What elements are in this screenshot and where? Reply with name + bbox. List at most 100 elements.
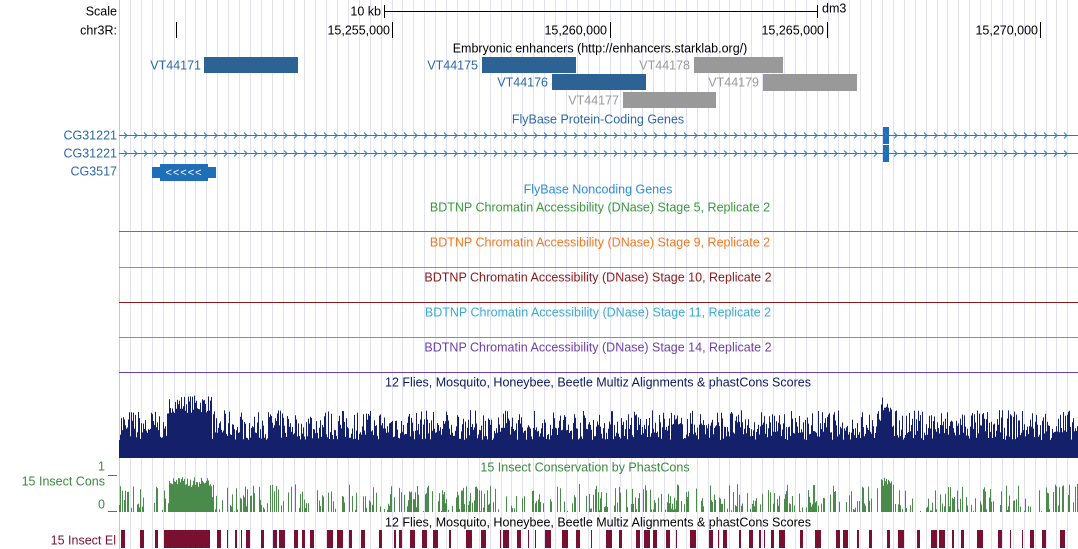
strand-chevron — [613, 150, 618, 157]
strand-chevron — [683, 150, 688, 157]
strand-chevron — [713, 150, 718, 157]
strand-chevron — [403, 132, 408, 139]
strand-chevron — [473, 132, 478, 139]
strand-chevron — [553, 150, 558, 157]
strand-chevron — [643, 150, 648, 157]
strand-chevron — [953, 132, 958, 139]
element — [709, 530, 713, 548]
element — [749, 530, 753, 548]
strand-chevron — [233, 150, 238, 157]
multiz-histogram — [119, 395, 1078, 458]
enhancer[interactable] — [482, 57, 576, 73]
enhancer-label[interactable]: VT44175 — [427, 58, 478, 72]
element — [676, 530, 677, 548]
strand-chevron — [993, 132, 998, 139]
element — [449, 530, 451, 548]
strand-chevron — [1023, 132, 1028, 139]
enhancer[interactable] — [694, 57, 783, 73]
strand-chevron — [423, 150, 428, 157]
element — [121, 530, 125, 548]
strand-chevron — [593, 150, 598, 157]
gene-label[interactable]: CG31221 — [63, 128, 117, 142]
enhancer[interactable] — [623, 92, 716, 108]
enhancer-label[interactable]: VT44177 — [568, 93, 619, 107]
enhancer-label[interactable]: VT44171 — [150, 58, 201, 72]
strand-chevron — [1013, 150, 1018, 157]
element — [606, 530, 612, 548]
strand-chevron — [883, 150, 888, 157]
scale-size: 10 kb — [350, 4, 381, 18]
strand-chevron — [573, 150, 578, 157]
strand-chevron — [903, 132, 908, 139]
enhancer[interactable] — [204, 57, 298, 73]
element — [1030, 530, 1034, 548]
strand-chevron — [343, 132, 348, 139]
strand-chevron — [793, 150, 798, 157]
track-title: BDTNP Chromatin Accessibility (DNase) St… — [424, 270, 771, 284]
strand-chevron — [773, 132, 778, 139]
strand-chevron — [463, 132, 468, 139]
strand-chevron — [543, 132, 548, 139]
strand-chevron — [133, 150, 138, 157]
enhancer[interactable] — [763, 74, 857, 91]
exon[interactable] — [883, 145, 889, 162]
strand-chevron — [483, 150, 488, 157]
element — [779, 530, 785, 548]
element — [535, 530, 536, 548]
strand-chevron — [153, 150, 158, 157]
track-label[interactable]: 15 Insect Cons — [22, 474, 105, 488]
element — [517, 530, 521, 548]
strand-chevron — [1053, 132, 1058, 139]
element — [1042, 530, 1046, 548]
element — [771, 530, 774, 548]
strand-chevron — [133, 132, 138, 139]
element — [723, 530, 727, 548]
strand-chevron — [903, 150, 908, 157]
strand-chevron — [583, 132, 588, 139]
element — [619, 530, 622, 548]
strand-chevron — [263, 150, 268, 157]
strand-chevron — [343, 150, 348, 157]
strand-chevron — [763, 132, 768, 139]
strand-chevron — [203, 150, 208, 157]
strand-chevron — [883, 132, 888, 139]
strand-chevron — [173, 132, 178, 139]
strand-chevron — [283, 150, 288, 157]
enhancer-label[interactable]: VT44179 — [708, 75, 759, 89]
exon[interactable] — [160, 164, 208, 181]
enhancer-label[interactable]: VT44178 — [639, 58, 690, 72]
strand-chevron — [743, 150, 748, 157]
element — [310, 530, 314, 548]
element — [644, 530, 650, 548]
element — [235, 530, 237, 548]
strand-chevron — [963, 132, 968, 139]
strand-chevron — [1043, 132, 1048, 139]
element — [337, 530, 343, 548]
strand-chevron — [413, 132, 418, 139]
element — [294, 530, 298, 548]
strand-chevron — [1033, 150, 1038, 157]
strand-chevron — [523, 150, 528, 157]
gene-label[interactable]: CG31221 — [63, 146, 117, 160]
strand-chevron — [333, 150, 338, 157]
strand-chevron — [553, 132, 558, 139]
strand-chevron — [683, 132, 688, 139]
strand-chevron — [233, 132, 238, 139]
strand-chevron — [953, 150, 958, 157]
enhancer[interactable] — [552, 74, 646, 90]
strand-chevron — [983, 132, 988, 139]
element — [379, 530, 382, 548]
strand-chevron — [873, 132, 878, 139]
strand-chevron — [853, 150, 858, 157]
enhancer-label[interactable]: VT44176 — [497, 75, 548, 89]
gene-label[interactable]: CG3517 — [70, 164, 117, 178]
strand-chevron — [863, 132, 868, 139]
element — [327, 530, 333, 548]
strand-chevron — [1063, 150, 1068, 157]
exon[interactable] — [883, 127, 889, 144]
strand-chevron — [823, 150, 828, 157]
element — [261, 530, 264, 548]
track-label[interactable]: 15 Insect El — [51, 533, 116, 547]
strand-chevron — [193, 150, 198, 157]
